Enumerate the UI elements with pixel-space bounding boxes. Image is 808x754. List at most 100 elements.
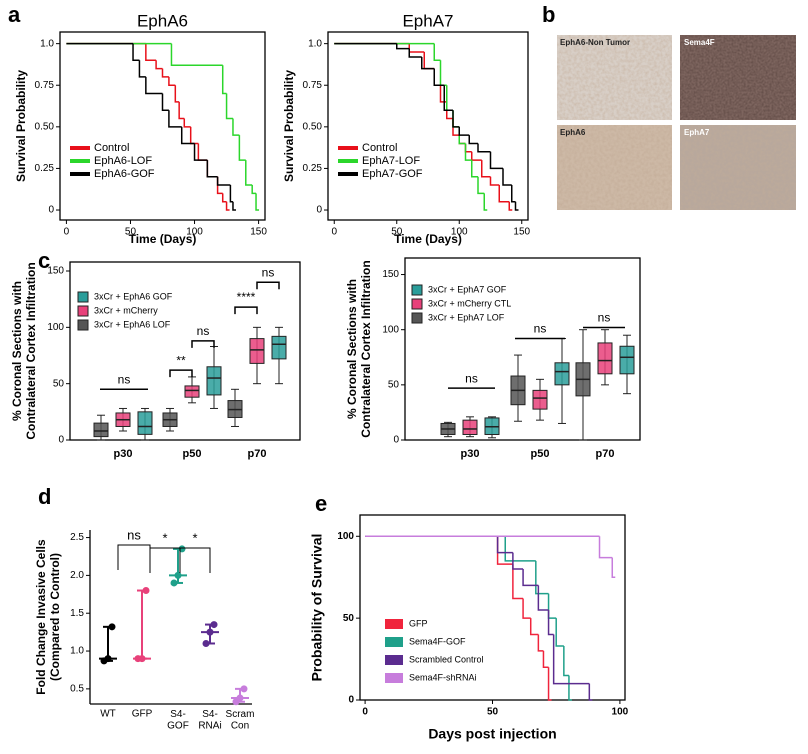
y-tick-label: 100 xyxy=(382,324,399,335)
legend-swatch xyxy=(411,312,423,324)
x-tick-label: p50 xyxy=(531,448,550,460)
survival-step xyxy=(464,143,472,161)
box xyxy=(184,385,200,398)
survival-step xyxy=(193,143,208,161)
significance-label: * xyxy=(162,530,167,545)
plot-frame xyxy=(359,514,626,701)
legend-label: Sema4F-shRNAi xyxy=(409,672,477,682)
survival-step xyxy=(168,76,176,86)
y-tick-label: 1.0 xyxy=(40,38,54,49)
significance-bracket xyxy=(169,369,193,378)
survival-step xyxy=(245,160,253,186)
legend-label: GFP xyxy=(409,618,428,628)
panel-label: b xyxy=(542,2,555,27)
survival-step xyxy=(251,185,257,195)
survival-step xyxy=(155,60,163,70)
survival-step xyxy=(168,110,182,128)
chart: 0 0.25 0.50 0.75 1.0 0 50 100 150 EphA6 Time (Days… xyxy=(14,11,267,246)
survival-step xyxy=(498,185,510,203)
y-axis-label: Contralateral Cortex Infiltration xyxy=(359,260,373,437)
survival-step xyxy=(225,93,233,120)
survival-step xyxy=(174,85,180,103)
survival-step xyxy=(535,560,549,595)
x-tick-label: 100 xyxy=(451,227,468,238)
survival-step xyxy=(229,185,233,203)
survival-step xyxy=(161,93,169,111)
y-tick-label: 0 xyxy=(48,205,54,216)
x-tick-label: 0 xyxy=(362,707,368,718)
survival-step xyxy=(197,143,208,161)
significance-label: ns xyxy=(127,527,141,542)
survival-step xyxy=(206,160,218,178)
significance-label: ns xyxy=(262,265,275,279)
y-tick-label: 150 xyxy=(47,266,64,277)
survival-step xyxy=(452,110,460,128)
y-tick-label: 50 xyxy=(343,613,355,624)
survival-step xyxy=(443,85,453,111)
x-tick-label: p50 xyxy=(183,448,202,460)
y-axis-label: Survival Probability xyxy=(14,70,28,182)
survival-step xyxy=(489,176,500,186)
legend-label: 3xCr + mCherry CTL xyxy=(428,298,511,308)
y-tick-label: 100 xyxy=(337,531,354,542)
legend-swatch xyxy=(411,284,423,296)
survival-step xyxy=(206,160,218,178)
box xyxy=(137,411,153,435)
survival-step xyxy=(446,85,453,111)
y-tick-label: 1.0 xyxy=(308,38,322,49)
histology-texture xyxy=(680,125,796,210)
x-tick-label: 150 xyxy=(250,227,267,238)
box xyxy=(532,389,548,410)
survival-step xyxy=(537,634,544,652)
survival-step xyxy=(183,118,191,128)
x-tick-label: WT xyxy=(100,709,116,720)
y-tick-label: 0.50 xyxy=(303,121,323,132)
y-tick-label: 0.25 xyxy=(35,163,55,174)
survival-step xyxy=(598,536,613,559)
survival-step xyxy=(458,135,466,145)
survival-step xyxy=(504,536,536,562)
survival-step xyxy=(563,645,569,677)
data-point xyxy=(138,655,146,663)
x-tick-label: 100 xyxy=(612,707,629,718)
survival-step xyxy=(458,126,470,136)
x-tick-label: p70 xyxy=(248,448,267,460)
survival-step xyxy=(232,118,240,136)
survival-step xyxy=(145,76,163,95)
box xyxy=(597,342,613,375)
survival-step xyxy=(522,598,531,619)
survival-step xyxy=(138,60,146,78)
x-tick-label: 50 xyxy=(487,707,499,718)
survival-step xyxy=(433,68,441,86)
y-axis-label: (Compared to Control) xyxy=(48,553,62,681)
plot-frame xyxy=(69,261,301,441)
legend-label: Control xyxy=(362,142,397,154)
box xyxy=(93,422,109,438)
data-point xyxy=(142,587,150,595)
y-tick-label: 0.50 xyxy=(35,121,55,132)
survival-step xyxy=(611,557,616,578)
histology-texture xyxy=(680,35,796,120)
significance-bracket xyxy=(191,340,215,348)
legend-label: Sema4F-GOF xyxy=(409,636,466,646)
data-point xyxy=(210,621,218,629)
y-tick-label: 2.0 xyxy=(70,570,84,581)
legend-label: 3xCr + EphA6 LOF xyxy=(94,319,171,329)
panel-label: e xyxy=(315,491,327,516)
legend-swatch xyxy=(385,637,403,647)
significance-bracket xyxy=(117,544,151,570)
survival-step xyxy=(423,51,435,70)
significance-label: ns xyxy=(197,324,210,338)
legend-label: EphA6-LOF xyxy=(94,155,152,167)
survival-step xyxy=(433,43,441,62)
survival-step xyxy=(464,143,472,153)
significance-label: ns xyxy=(465,371,478,385)
y-tick-label: 0 xyxy=(348,695,354,706)
y-axis-label: % Coronal Sections with xyxy=(345,279,359,419)
survival-step xyxy=(421,56,435,70)
survival-step xyxy=(221,193,227,203)
survival-step xyxy=(555,618,564,647)
legend-label: 3xCr + mCherry xyxy=(94,305,158,315)
survival-step xyxy=(537,585,549,611)
survival-step xyxy=(481,160,491,178)
